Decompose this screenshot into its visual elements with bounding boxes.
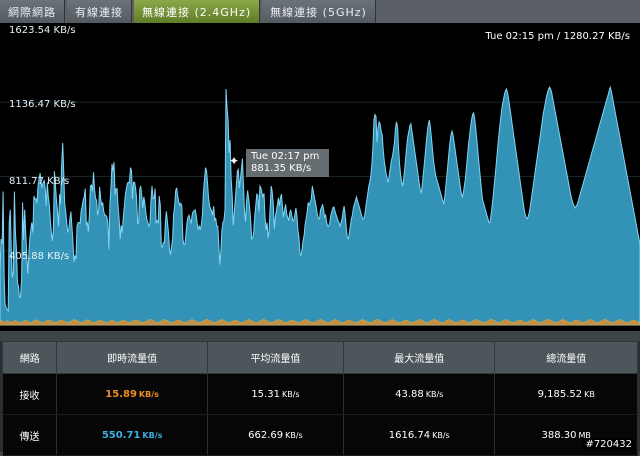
traffic-summary-table: 網路 即時流量值 平均流量值 最大流量值 總流量值 接收 15.89 KB/s 1… — [1, 341, 638, 456]
traffic-tabs: 網際網路 有線連接 無線連接 (2.4GHz) 無線連接 (5GHz) — [0, 0, 640, 23]
tooltip-value: 881.35 KB/s — [251, 163, 312, 174]
transmit-series-area — [0, 85, 640, 326]
tooltip-time: Tue 02:17 pm — [251, 151, 320, 162]
receive-maximum-unit: KB/s — [425, 389, 444, 399]
transmit-average-value: 662.69 — [248, 429, 284, 441]
receive-total-value: 9,185.52 — [537, 388, 583, 400]
tab-wireless-5ghz[interactable]: 無線連接 (5GHz) — [262, 0, 376, 23]
receive-average-cell: 15.31 KB/s — [207, 373, 345, 415]
header-instant: 即時流量值 — [56, 341, 208, 374]
transmit-total-value: 388.30 — [541, 429, 577, 441]
receive-average-unit: KB/s — [281, 389, 300, 399]
transmit-average-unit: KB/s — [285, 430, 303, 440]
y-label-mid: 811.77 KB/s — [9, 176, 70, 187]
transmit-maximum-cell: 1616.74 KB/s — [343, 414, 496, 456]
transmit-instant-cell: 550.71 KB/s — [56, 414, 208, 456]
row-name: 接收 — [2, 373, 58, 415]
transmit-average-cell: 662.69 KB/s — [207, 414, 345, 456]
y-label-high: 1136.47 KB/s — [9, 99, 76, 110]
transmit-maximum-value: 1616.74 — [388, 429, 431, 441]
traffic-chart — [0, 85, 640, 326]
header-average: 平均流量值 — [206, 341, 345, 374]
receive-series-area — [0, 318, 640, 326]
header-maximum: 最大流量值 — [343, 341, 496, 374]
receive-total-cell: 9,185.52 KB — [494, 373, 638, 415]
receive-instant-cell: 15.89 KB/s — [56, 373, 208, 415]
table-row-receive: 接收 15.89 KB/s 15.31 KB/s 43.88 KB/s 9,185.5… — [2, 373, 638, 415]
header-total: 總流量值 — [494, 341, 638, 374]
image-id-watermark: #720432 — [582, 439, 635, 450]
traffic-table-wrapper: 網路 即時流量值 平均流量值 最大流量值 總流量值 接收 15.89 KB/s 1… — [0, 341, 640, 456]
header-network: 網路 — [1, 341, 58, 374]
transmit-instant-value: 550.71 — [101, 429, 141, 441]
transmit-instant-unit: KB/s — [142, 430, 163, 440]
receive-total-unit: KB — [584, 389, 595, 399]
graph-status-readout: Tue 02:15 pm / 1280.27 KB/s — [485, 31, 630, 42]
tab-wireless-24ghz[interactable]: 無線連接 (2.4GHz) — [134, 0, 261, 23]
tab-internet[interactable]: 網際網路 — [0, 0, 65, 23]
receive-maximum-cell: 43.88 KB/s — [343, 373, 496, 415]
receive-instant-unit: KB/s — [138, 389, 159, 399]
tooltip-marker-icon: ✦ — [228, 154, 240, 168]
row-name: 傳送 — [2, 414, 58, 456]
transmit-total-unit: MB — [578, 430, 591, 440]
transmit-maximum-unit: KB/s — [432, 430, 450, 440]
y-label-low: 405.88 KB/s — [9, 251, 70, 262]
table-header-row: 網路 即時流量值 平均流量值 最大流量值 總流量值 — [1, 341, 638, 374]
receive-average-value: 15.31 — [251, 388, 280, 400]
traffic-graph[interactable]: 1623.54 KB/s 1136.47 KB/s 811.77 KB/s 40… — [0, 23, 640, 331]
y-label-top: 1623.54 KB/s — [9, 25, 76, 36]
table-row-transmit: 傳送 550.71 KB/s 662.69 KB/s 1616.74 KB/s 388… — [2, 414, 638, 456]
graph-tooltip: Tue 02:17 pm 881.35 KB/s — [246, 149, 329, 177]
tab-wired[interactable]: 有線連接 — [67, 0, 132, 23]
receive-instant-value: 15.89 — [105, 388, 137, 400]
receive-maximum-value: 43.88 — [395, 388, 424, 400]
